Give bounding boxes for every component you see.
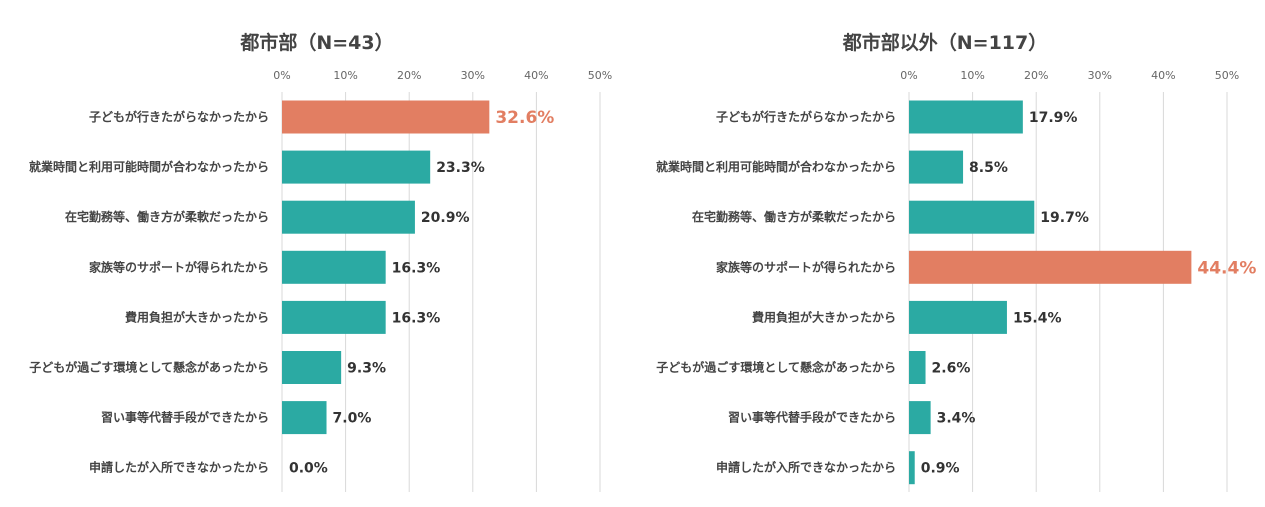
value-label: 8.5%: [969, 160, 1008, 176]
x-tick-label: 40%: [524, 69, 548, 82]
category-label: 子どもが過ごす環境として懸念があったから: [656, 360, 896, 375]
x-tick-label: 30%: [461, 69, 485, 82]
category-label: 費用負担が大きかったから: [125, 309, 269, 324]
chart-title: 都市部以外（N=117）: [842, 31, 1047, 54]
x-tick-label: 50%: [1215, 69, 1239, 82]
x-tick-label: 10%: [333, 69, 357, 82]
category-label: 子どもが行きたがらなかったから: [716, 109, 896, 124]
value-label: 2.6%: [932, 361, 971, 377]
chart-urban: 都市部（N=43） 0% 10% 20% 30% 40% 50% 子どもが行きたがらなかったか…: [29, 31, 612, 492]
value-label: 23.3%: [436, 160, 485, 176]
value-label: 16.3%: [392, 310, 441, 326]
x-tick-label: 20%: [397, 69, 421, 82]
category-label: 就業時間と利用可能時間が合わなかったから: [29, 159, 269, 174]
x-tick-label: 0%: [900, 69, 917, 82]
bar: [282, 401, 327, 435]
category-label: 習い事等代替手段ができたから: [728, 410, 896, 425]
value-label: 0.0%: [289, 461, 328, 477]
category-label: 就業時間と利用可能時間が合わなかったから: [656, 159, 896, 174]
bar: [282, 200, 415, 234]
x-tick-label: 20%: [1024, 69, 1048, 82]
value-label: 16.3%: [392, 260, 441, 276]
chart-title: 都市部（N=43）: [239, 31, 393, 54]
bar: [909, 150, 964, 184]
category-label: 家族等のサポートが得られたから: [89, 259, 269, 274]
value-label: 17.9%: [1029, 110, 1078, 126]
x-tick-label: 0%: [273, 69, 290, 82]
bar-highlight: [909, 250, 1192, 284]
value-label: 7.0%: [333, 411, 372, 427]
bar: [909, 200, 1035, 234]
value-label: 3.4%: [937, 411, 976, 427]
bar: [282, 250, 386, 284]
category-label: 習い事等代替手段ができたから: [101, 410, 269, 425]
category-label: 費用負担が大きかったから: [752, 309, 896, 324]
value-label: 9.3%: [347, 361, 386, 377]
value-label: 20.9%: [421, 210, 470, 226]
x-tick-label: 10%: [960, 69, 984, 82]
bar: [909, 300, 1007, 334]
value-label: 15.4%: [1013, 310, 1062, 326]
category-label: 申請したが入所できなかったから: [716, 460, 896, 475]
bar: [909, 451, 915, 485]
x-tick-label: 30%: [1088, 69, 1112, 82]
x-tick-label: 40%: [1151, 69, 1175, 82]
x-tick-label: 50%: [588, 69, 612, 82]
bar: [909, 351, 926, 384]
category-label: 申請したが入所できなかったから: [89, 460, 269, 475]
category-label: 家族等のサポートが得られたから: [716, 259, 896, 274]
value-label: 44.4%: [1197, 258, 1256, 278]
value-label: 32.6%: [495, 108, 554, 128]
category-label: 在宅勤務等、働き方が柔軟だったから: [65, 209, 269, 224]
chart-non-urban: 都市部以外（N=117） 0% 10% 20% 30% 40% 50% 子どもが行きたがらなか…: [656, 31, 1256, 492]
category-label: 在宅勤務等、働き方が柔軟だったから: [692, 209, 896, 224]
bar: [909, 401, 931, 435]
category-label: 子どもが行きたがらなかったから: [89, 109, 269, 124]
bar: [282, 300, 386, 334]
bar: [282, 351, 342, 384]
value-label: 0.9%: [921, 461, 960, 477]
bar-highlight: [282, 100, 490, 134]
bar: [282, 150, 431, 184]
value-label: 19.7%: [1040, 210, 1089, 226]
bar: [909, 100, 1023, 134]
category-label: 子どもが過ごす環境として懸念があったから: [29, 360, 269, 375]
